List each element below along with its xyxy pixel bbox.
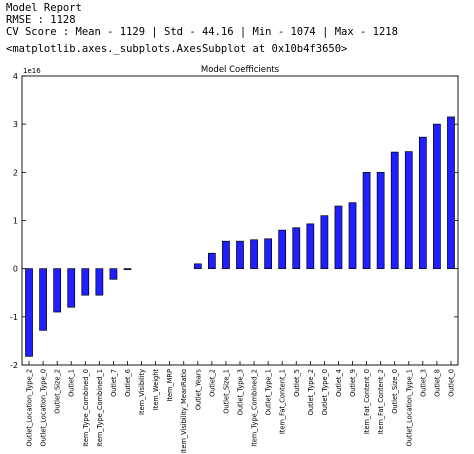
bar (376, 171, 385, 270)
report-line: Model Report (6, 2, 82, 14)
x-tick-label: Outlet_Type_1 (265, 369, 273, 415)
x-tick-label: Outlet_8 (433, 369, 441, 397)
x-tick-label: Item_Type_Combined_2 (251, 369, 259, 447)
report-line: RMSE : 1128 (6, 14, 76, 26)
bar (418, 136, 427, 270)
chart-title: Model Coefficients (201, 65, 280, 75)
x-tick-label: Item_Visibility (138, 369, 146, 415)
x-tick-label: Outlet_1 (68, 369, 76, 397)
bar (123, 268, 132, 270)
bar (433, 123, 441, 270)
x-tick-label: Item_Type_Combined_0 (82, 369, 90, 447)
x-tick-label: Item_MRP (166, 369, 174, 402)
y-tick-label: 2 (13, 168, 18, 177)
bar (25, 268, 33, 357)
report-line: CV Score : Mean - 1129 | Std - 44.16 | M… (6, 26, 398, 38)
bar (278, 229, 287, 270)
y-tick-label: 4 (13, 72, 18, 81)
y-tick-label: 0 (13, 265, 18, 274)
x-tick-label: Item_Visibility_MeanRatio (180, 369, 188, 453)
bar (39, 268, 47, 331)
x-tick-label: Outlet_6 (124, 369, 132, 397)
x-tick-label: Outlet_7 (110, 369, 118, 397)
bar (95, 268, 104, 296)
x-tick-label: Outlet_0 (447, 369, 455, 397)
y-tick-label: 1 (13, 217, 18, 226)
bar (447, 116, 455, 270)
y-tick-label: -1 (10, 313, 18, 322)
x-tick-label: Item_Fat_Content_0 (363, 369, 371, 434)
bar (362, 171, 371, 270)
x-tick-label: Outlet_Size_2 (54, 369, 62, 414)
x-tick-label: Outlet_4 (335, 369, 343, 397)
x-tick-label: Outlet_Size_1 (222, 369, 230, 414)
axes-frame (21, 75, 459, 366)
x-tick-label: Outlet_5 (293, 369, 301, 397)
x-tick-label: Outlet_Location_Type_1 (405, 369, 413, 447)
x-tick-label: Outlet_Type_3 (237, 369, 245, 415)
x-tick-label: Outlet_9 (349, 369, 357, 397)
bar (109, 268, 118, 280)
y-offset-label: 1e16 (23, 67, 41, 75)
bar (250, 239, 258, 270)
bar (292, 227, 301, 270)
x-tick-label: Item_Weight (152, 369, 160, 411)
bar (81, 268, 90, 296)
y-tick-label: 3 (13, 120, 18, 129)
x-tick-label: Item_Type_Combined_1 (96, 369, 104, 447)
x-tick-label: Outlet_Location_Type_0 (40, 369, 48, 447)
bar (334, 205, 343, 270)
y-tick-label: -2 (10, 361, 18, 370)
bar (320, 215, 329, 270)
x-tick-label: Outlet_Location_Type_2 (26, 369, 34, 447)
x-tick-label: Outlet_3 (419, 369, 427, 397)
bar (53, 268, 62, 313)
bar (208, 252, 216, 270)
bar (264, 238, 272, 270)
bar (193, 263, 202, 270)
x-tick-label: Outlet_Type_2 (307, 369, 315, 415)
axes-repr: <matplotlib.axes._subplots.AxesSubplot a… (6, 43, 348, 55)
x-tick-label: Outlet_Size_0 (391, 369, 399, 414)
x-tick-label: Item_Fat_Content_1 (279, 369, 287, 434)
bar (348, 202, 357, 270)
x-tick-label: Outlet_2 (208, 369, 216, 397)
bar (236, 240, 244, 270)
bar (67, 268, 76, 308)
x-tick-label: Outlet_Years (194, 368, 202, 410)
bar (222, 240, 230, 270)
bar (390, 151, 399, 270)
x-tick-label: Outlet_Type_0 (321, 369, 329, 415)
bar (306, 223, 315, 270)
bar (404, 151, 413, 270)
x-tick-label: Item_Fat_Content_2 (377, 369, 385, 434)
